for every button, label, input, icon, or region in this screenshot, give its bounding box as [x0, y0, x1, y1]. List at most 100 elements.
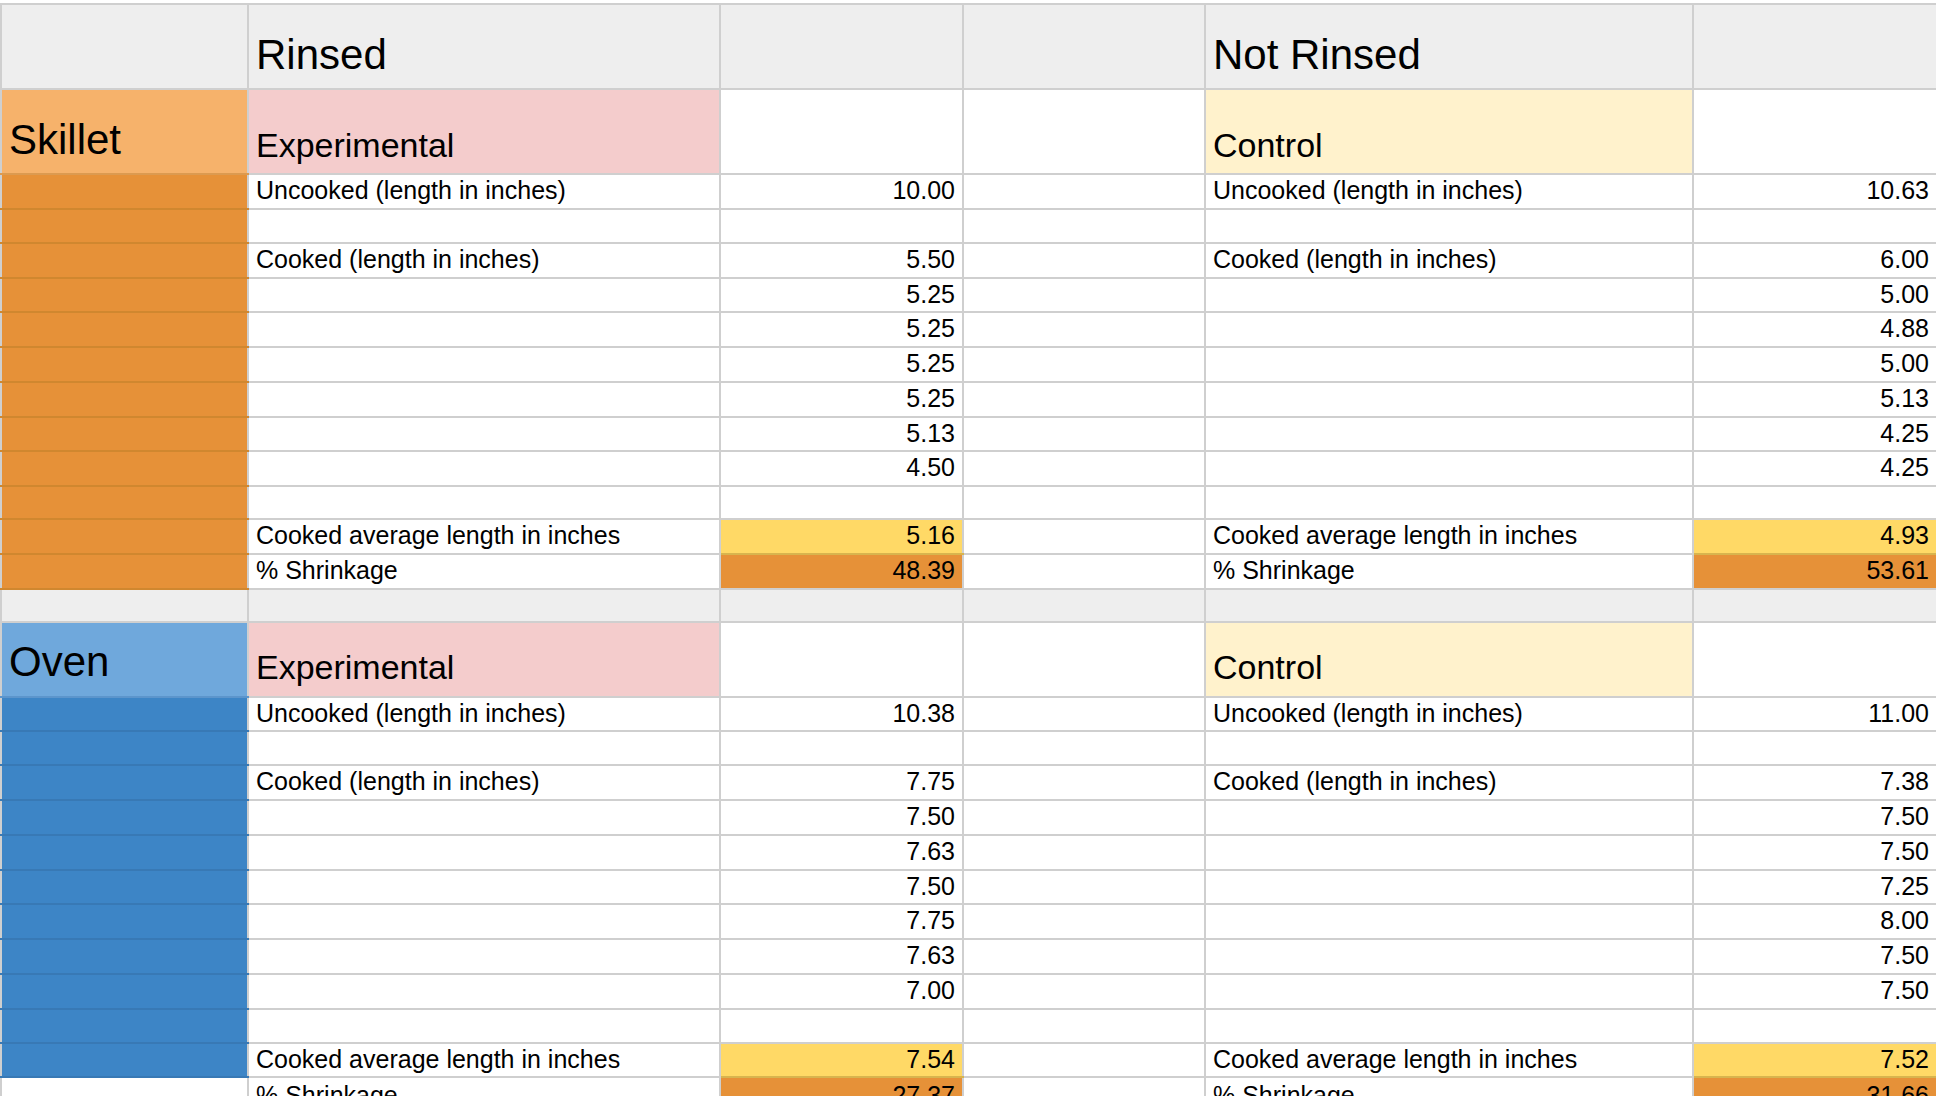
- oven-ctrl-cooked-value-1-cell[interactable]: 7.38: [1693, 765, 1936, 800]
- cell[interactable]: [248, 835, 720, 870]
- skillet-ctrl-cooked-value-4-cell[interactable]: 5.00: [1693, 347, 1936, 382]
- cell[interactable]: [720, 209, 963, 243]
- cell[interactable]: [1, 451, 248, 486]
- oven-ctrl-avg-label-cell[interactable]: Cooked average length in inches: [1205, 1043, 1693, 1078]
- cell[interactable]: [1205, 1009, 1693, 1043]
- cell[interactable]: [1205, 417, 1693, 452]
- cell[interactable]: [1205, 209, 1693, 243]
- cell[interactable]: [248, 589, 720, 622]
- cell[interactable]: [963, 209, 1205, 243]
- skillet-ctrl-avg-value-cell[interactable]: 4.93: [1693, 519, 1936, 554]
- cell[interactable]: [248, 417, 720, 452]
- skillet-ctrl-cooked-value-7-cell[interactable]: 4.25: [1693, 451, 1936, 486]
- skillet-exp-cooked-value-7-cell[interactable]: 4.50: [720, 451, 963, 486]
- skillet-exp-cooked-value-5-cell[interactable]: 5.25: [720, 382, 963, 417]
- cell[interactable]: [1205, 835, 1693, 870]
- cell[interactable]: [1693, 4, 1936, 89]
- cell[interactable]: [1, 382, 248, 417]
- skillet-ctrl-cooked-value-1-cell[interactable]: 6.00: [1693, 243, 1936, 278]
- cell[interactable]: [248, 731, 720, 765]
- skillet-ctrl-uncooked-value-cell[interactable]: 10.63: [1693, 174, 1936, 209]
- cell[interactable]: [963, 939, 1205, 974]
- skillet-exp-avg-value-cell[interactable]: 5.16: [720, 519, 963, 554]
- cell[interactable]: [1693, 486, 1936, 519]
- cell[interactable]: [1, 4, 248, 89]
- oven-experimental-header-cell[interactable]: Experimental: [248, 622, 720, 697]
- cell[interactable]: [248, 939, 720, 974]
- skillet-exp-uncooked-label-cell[interactable]: Uncooked (length in inches): [248, 174, 720, 209]
- cell[interactable]: [963, 486, 1205, 519]
- cell[interactable]: [963, 1043, 1205, 1078]
- cell[interactable]: [963, 451, 1205, 486]
- cell[interactable]: [1693, 209, 1936, 243]
- cell[interactable]: [720, 731, 963, 765]
- cell[interactable]: [963, 1077, 1205, 1096]
- skillet-control-header-cell[interactable]: Control: [1205, 89, 1693, 174]
- skillet-ctrl-cooked-value-6-cell[interactable]: 4.25: [1693, 417, 1936, 452]
- cell[interactable]: [1, 174, 248, 209]
- cell[interactable]: [963, 347, 1205, 382]
- oven-ctrl-uncooked-value-cell[interactable]: 11.00: [1693, 697, 1936, 732]
- cell[interactable]: [248, 347, 720, 382]
- cell[interactable]: [963, 312, 1205, 347]
- cell[interactable]: [248, 451, 720, 486]
- skillet-ctrl-cooked-value-5-cell[interactable]: 5.13: [1693, 382, 1936, 417]
- skillet-exp-cooked-value-1-cell[interactable]: 5.50: [720, 243, 963, 278]
- skillet-exp-shrink-value-cell[interactable]: 48.39: [720, 554, 963, 589]
- cell[interactable]: [1, 1043, 248, 1078]
- oven-ctrl-cooked-value-3-cell[interactable]: 7.50: [1693, 835, 1936, 870]
- cell[interactable]: [963, 89, 1205, 174]
- cell[interactable]: [963, 278, 1205, 313]
- oven-ctrl-shrink-label-cell[interactable]: % Shrinkage: [1205, 1077, 1693, 1096]
- cell[interactable]: [963, 904, 1205, 939]
- cell[interactable]: [963, 174, 1205, 209]
- cell[interactable]: [963, 382, 1205, 417]
- oven-exp-cooked-value-1-cell[interactable]: 7.75: [720, 765, 963, 800]
- cell[interactable]: [1205, 904, 1693, 939]
- cell[interactable]: [963, 417, 1205, 452]
- rinsed-header-cell[interactable]: Rinsed: [248, 4, 720, 89]
- cell[interactable]: [1205, 870, 1693, 905]
- cell[interactable]: [1, 519, 248, 554]
- cell[interactable]: [248, 486, 720, 519]
- oven-exp-cooked-value-4-cell[interactable]: 7.50: [720, 870, 963, 905]
- skillet-exp-cooked-value-3-cell[interactable]: 5.25: [720, 312, 963, 347]
- cell[interactable]: [720, 589, 963, 622]
- cell[interactable]: [720, 622, 963, 697]
- cell[interactable]: [248, 870, 720, 905]
- oven-exp-avg-label-cell[interactable]: Cooked average length in inches: [248, 1043, 720, 1078]
- oven-ctrl-cooked-value-6-cell[interactable]: 7.50: [1693, 939, 1936, 974]
- oven-exp-cooked-value-3-cell[interactable]: 7.63: [720, 835, 963, 870]
- skillet-exp-uncooked-value-cell[interactable]: 10.00: [720, 174, 963, 209]
- cell[interactable]: [1693, 1009, 1936, 1043]
- oven-ctrl-cooked-value-5-cell[interactable]: 8.00: [1693, 904, 1936, 939]
- cell[interactable]: [248, 382, 720, 417]
- cell[interactable]: [248, 312, 720, 347]
- cell[interactable]: [1, 209, 248, 243]
- cell[interactable]: [1205, 347, 1693, 382]
- cell[interactable]: [1, 347, 248, 382]
- skillet-ctrl-shrink-label-cell[interactable]: % Shrinkage: [1205, 554, 1693, 589]
- oven-exp-cooked-value-5-cell[interactable]: 7.75: [720, 904, 963, 939]
- skillet-experimental-header-cell[interactable]: Experimental: [248, 89, 720, 174]
- cell[interactable]: [1205, 800, 1693, 835]
- cell[interactable]: [1, 835, 248, 870]
- cell[interactable]: [963, 1009, 1205, 1043]
- cell[interactable]: [963, 835, 1205, 870]
- skillet-exp-cooked-value-2-cell[interactable]: 5.25: [720, 278, 963, 313]
- skillet-ctrl-avg-label-cell[interactable]: Cooked average length in inches: [1205, 519, 1693, 554]
- oven-title-cell[interactable]: Oven: [1, 622, 248, 697]
- oven-exp-cooked-value-7-cell[interactable]: 7.00: [720, 974, 963, 1009]
- oven-ctrl-avg-value-cell[interactable]: 7.52: [1693, 1043, 1936, 1078]
- oven-ctrl-cooked-value-7-cell[interactable]: 7.50: [1693, 974, 1936, 1009]
- cell[interactable]: [720, 486, 963, 519]
- oven-exp-shrink-value-cell[interactable]: 27.37: [720, 1077, 963, 1096]
- skillet-ctrl-cooked-label-cell[interactable]: Cooked (length in inches): [1205, 243, 1693, 278]
- cell[interactable]: [1, 417, 248, 452]
- skillet-ctrl-cooked-value-3-cell[interactable]: 4.88: [1693, 312, 1936, 347]
- cell[interactable]: [963, 243, 1205, 278]
- cell[interactable]: [1, 731, 248, 765]
- skillet-exp-cooked-value-4-cell[interactable]: 5.25: [720, 347, 963, 382]
- cell[interactable]: [248, 800, 720, 835]
- cell[interactable]: [1693, 89, 1936, 174]
